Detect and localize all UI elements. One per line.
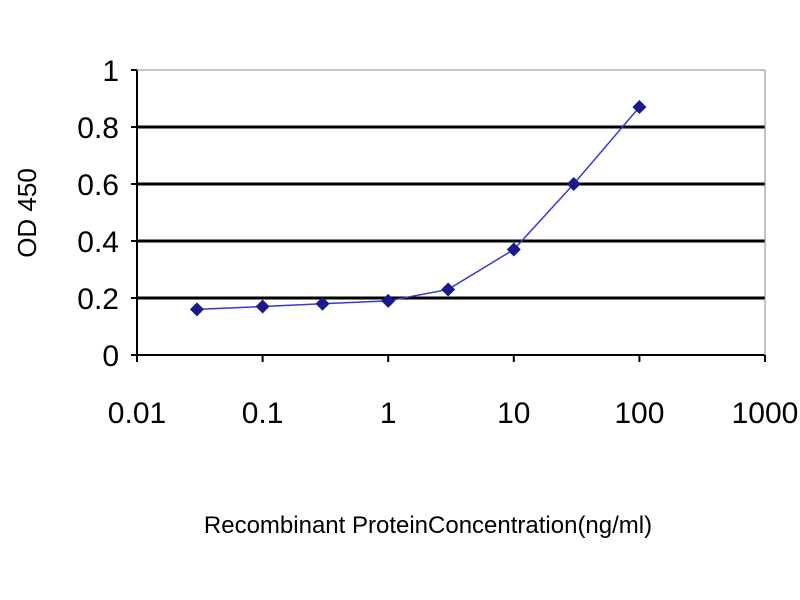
series-line	[196, 106, 640, 311]
y-tick-label: 0.8	[77, 112, 119, 145]
x-tick-label: 10	[497, 397, 530, 430]
x-tick-label: 0.1	[242, 397, 284, 430]
data-point	[315, 296, 330, 311]
y-tick-label: 0	[102, 340, 119, 373]
data-point	[255, 299, 270, 314]
x-axis-label: Recombinant ProteinConcentration(ng/ml)	[204, 512, 652, 539]
data-point	[506, 242, 521, 257]
y-tick-label: 1	[102, 55, 119, 88]
data-point	[381, 293, 396, 308]
data-point	[632, 100, 647, 115]
y-tick-label: 0.4	[77, 226, 119, 259]
x-tick-label: 1000	[732, 397, 799, 430]
x-tick-label: 0.01	[108, 397, 166, 430]
data-point	[189, 302, 204, 317]
x-tick-label: 100	[614, 397, 664, 430]
data-point	[566, 177, 581, 191]
data-point	[441, 282, 456, 297]
y-tick-label: 0.6	[77, 169, 119, 202]
y-axis-label: OD 450	[12, 168, 42, 258]
x-tick-label: 1	[380, 397, 397, 430]
y-tick-label: 0.2	[77, 283, 119, 316]
